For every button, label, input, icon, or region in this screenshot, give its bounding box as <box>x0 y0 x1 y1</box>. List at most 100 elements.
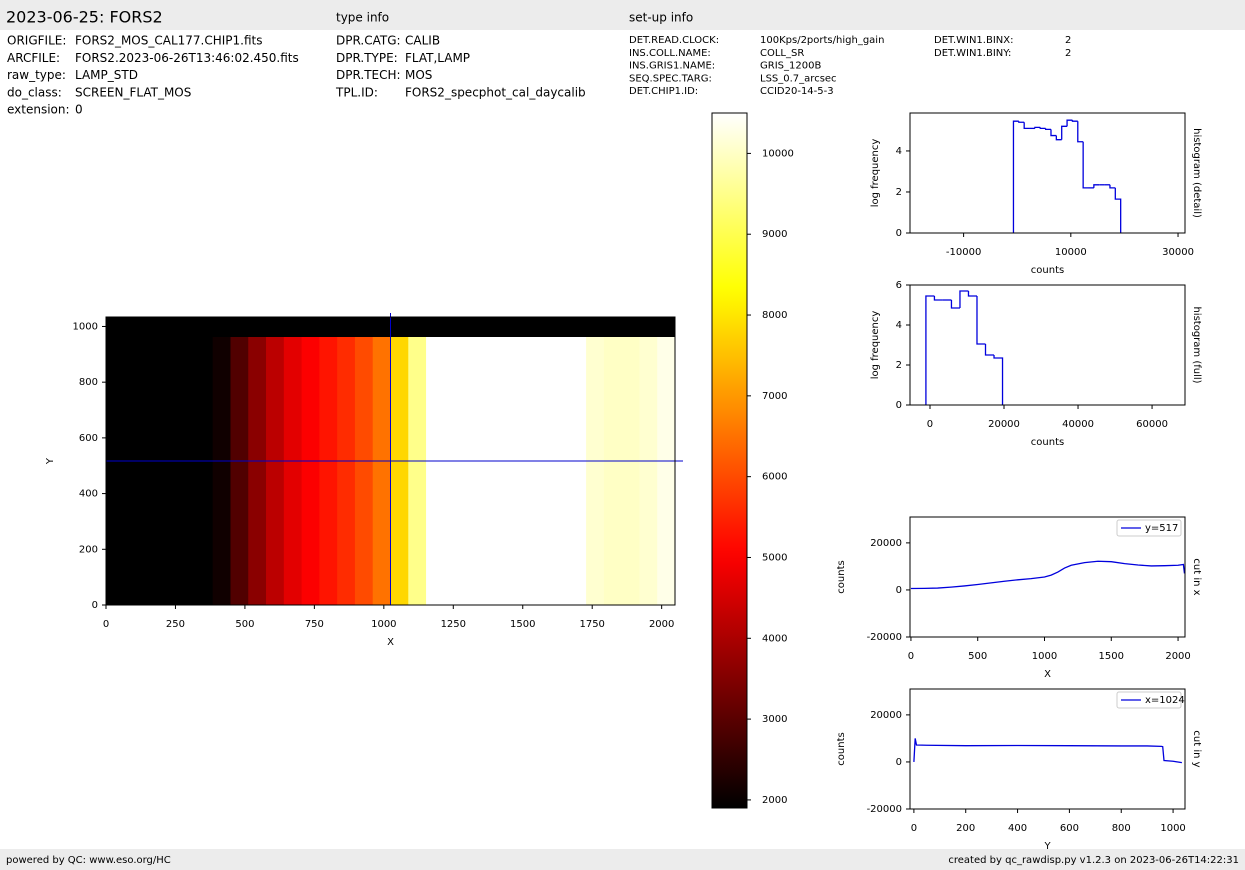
x-axis-label: counts <box>1031 437 1064 448</box>
section-heading: set-up info <box>629 11 693 25</box>
info-value: FORS2_MOS_CAL177.CHIP1.fits <box>75 34 263 48</box>
footer-bar <box>0 849 1245 870</box>
axes-frame <box>105 316 676 606</box>
y-axis-label: counts <box>836 732 847 765</box>
info-value: LAMP_STD <box>75 68 138 82</box>
image-column <box>212 337 231 605</box>
y-axis-label: counts <box>836 560 847 593</box>
image-column <box>568 337 587 605</box>
y-tick-label: 2 <box>896 360 902 371</box>
image-column <box>337 337 356 605</box>
x-tick-label: 500 <box>968 651 987 662</box>
histogram-step <box>1012 120 1019 233</box>
x-tick-label: 0 <box>103 619 109 630</box>
x-tick-label: 1000 <box>371 619 396 630</box>
x-tick-label: 0 <box>908 651 914 662</box>
info-value: LSS_0.7_arcsec <box>760 73 837 84</box>
x-tick-label: 500 <box>235 619 254 630</box>
histogram-step <box>950 300 960 309</box>
histogram-step <box>1039 127 1046 130</box>
y-tick-label: 400 <box>79 489 98 500</box>
y-tick-label: 0 <box>92 600 98 611</box>
info-key: INS.GRIS1.NAME: <box>629 61 715 72</box>
info-key: DET.CHIP1.ID: <box>629 86 698 97</box>
image-column <box>621 337 640 605</box>
image-column <box>514 337 534 605</box>
image-column <box>301 337 320 605</box>
image-column <box>443 337 463 605</box>
axes-frame <box>909 688 1186 810</box>
colorbar-tick-label: 2000 <box>762 795 787 806</box>
x-tick-label: 60000 <box>1136 419 1168 430</box>
x-axis-label: X <box>1044 669 1051 680</box>
y-axis-label: log frequency <box>870 139 881 208</box>
histogram-step <box>1066 119 1073 127</box>
info-key: DET.READ.CLOCK: <box>629 35 719 46</box>
footer-left: powered by QC: www.eso.org/HC <box>6 855 171 866</box>
info-value: MOS <box>405 68 432 82</box>
y-tick-label: -20000 <box>867 804 902 815</box>
info-value: GRIS_1200B <box>760 61 821 72</box>
histogram-step <box>993 355 1004 405</box>
colorbar-tick-label: 5000 <box>762 552 787 563</box>
histogram-step <box>1093 184 1100 188</box>
info-key: do_class: <box>7 85 62 99</box>
image-column <box>479 337 498 605</box>
section-heading: type info <box>336 11 389 25</box>
x-tick-label: 20000 <box>988 419 1020 430</box>
info-key: extension: <box>7 103 70 117</box>
y-tick-label: 800 <box>79 377 98 388</box>
colorbar-tick-label: 4000 <box>762 633 787 644</box>
image-column <box>372 337 391 605</box>
image-column <box>141 337 160 605</box>
x-tick-label: 0 <box>911 823 917 834</box>
info-key: INS.COLL.NAME: <box>629 48 711 59</box>
histogram-step <box>1077 121 1084 143</box>
info-value: FLAT,LAMP <box>405 51 470 65</box>
info-value: 0 <box>75 103 83 117</box>
histogram-step <box>1082 141 1089 189</box>
image-column <box>354 337 374 605</box>
info-key: DPR.CATG: <box>336 34 401 48</box>
image-column <box>532 337 552 605</box>
histogram-step <box>1018 121 1025 123</box>
image-column <box>230 337 249 605</box>
histogram-step <box>1023 122 1030 130</box>
info-key: DET.WIN1.BINX: <box>934 35 1014 46</box>
info-value: 2 <box>1065 35 1071 46</box>
x-tick-label: 250 <box>166 619 185 630</box>
x-tick-label: 200 <box>956 823 975 834</box>
image-column <box>194 337 214 605</box>
x-tick-label: 40000 <box>1062 419 1094 430</box>
x-tick-label: 1500 <box>1099 651 1124 662</box>
image-column <box>639 337 658 605</box>
x-tick-label: -10000 <box>946 247 981 258</box>
x-tick-label: 30000 <box>1162 247 1194 258</box>
image-column <box>177 337 196 605</box>
legend-label: y=517 <box>1145 523 1178 534</box>
y-axis-label: Y <box>45 457 56 465</box>
x-tick-label: 1500 <box>510 619 535 630</box>
footer-right: created by qc_rawdisp.py v1.2.3 on 2023-… <box>948 855 1239 866</box>
y-tick-label: 2 <box>896 187 902 198</box>
image-column <box>106 337 125 605</box>
axes-frame <box>909 284 1186 406</box>
histogram-step <box>933 296 943 301</box>
histogram-step <box>1050 129 1057 137</box>
x-tick-label: 800 <box>1112 823 1131 834</box>
image-column <box>426 337 445 605</box>
histogram-step <box>925 295 935 405</box>
image-column <box>657 337 676 605</box>
info-key: ORIGFILE: <box>7 34 66 48</box>
side-label: cut in x <box>1191 558 1202 595</box>
image-column <box>390 337 409 605</box>
series-line <box>910 560 1186 590</box>
x-tick-label: 600 <box>1060 823 1079 834</box>
side-label: histogram (full) <box>1191 306 1202 383</box>
y-tick-label: 0 <box>896 585 902 596</box>
info-value: SCREEN_FLAT_MOS <box>75 85 191 99</box>
y-tick-label: 600 <box>79 433 98 444</box>
info-value: FORS2.2023-06-26T13:46:02.450.fits <box>75 51 299 65</box>
y-tick-label: 20000 <box>870 538 902 549</box>
info-key: TPL.ID: <box>335 85 378 99</box>
